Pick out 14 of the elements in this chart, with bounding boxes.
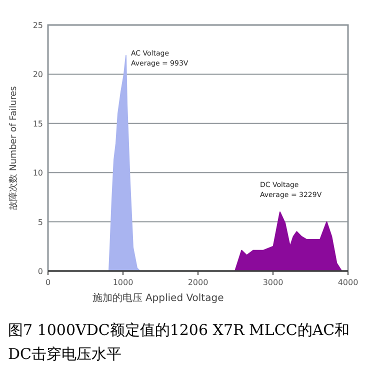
x-axis-title: 施加的电压 Applied Voltage <box>92 292 224 304</box>
text: 图7 1000VDC额定值的1206 X7R MLCC的AC和DC击穿电压水平 <box>8 320 351 365</box>
y-axis-title: 故障次数 Number of Failures <box>8 86 19 210</box>
x-tick-label: 3000 <box>262 278 284 287</box>
y-tick-label: 5 <box>38 218 43 227</box>
x-tick-label: 1000 <box>112 278 134 287</box>
x-tick-label: 4000 <box>338 278 358 287</box>
x-tick-label: 2000 <box>188 278 208 287</box>
y-tick-label: 0 <box>38 267 43 276</box>
y-tick-label: 25 <box>32 21 43 30</box>
y-tick-label: 10 <box>32 168 43 178</box>
y-tick-label: 15 <box>32 119 43 128</box>
y-tick-label: 20 <box>32 70 43 80</box>
x-tick-label: 0 <box>45 278 51 287</box>
